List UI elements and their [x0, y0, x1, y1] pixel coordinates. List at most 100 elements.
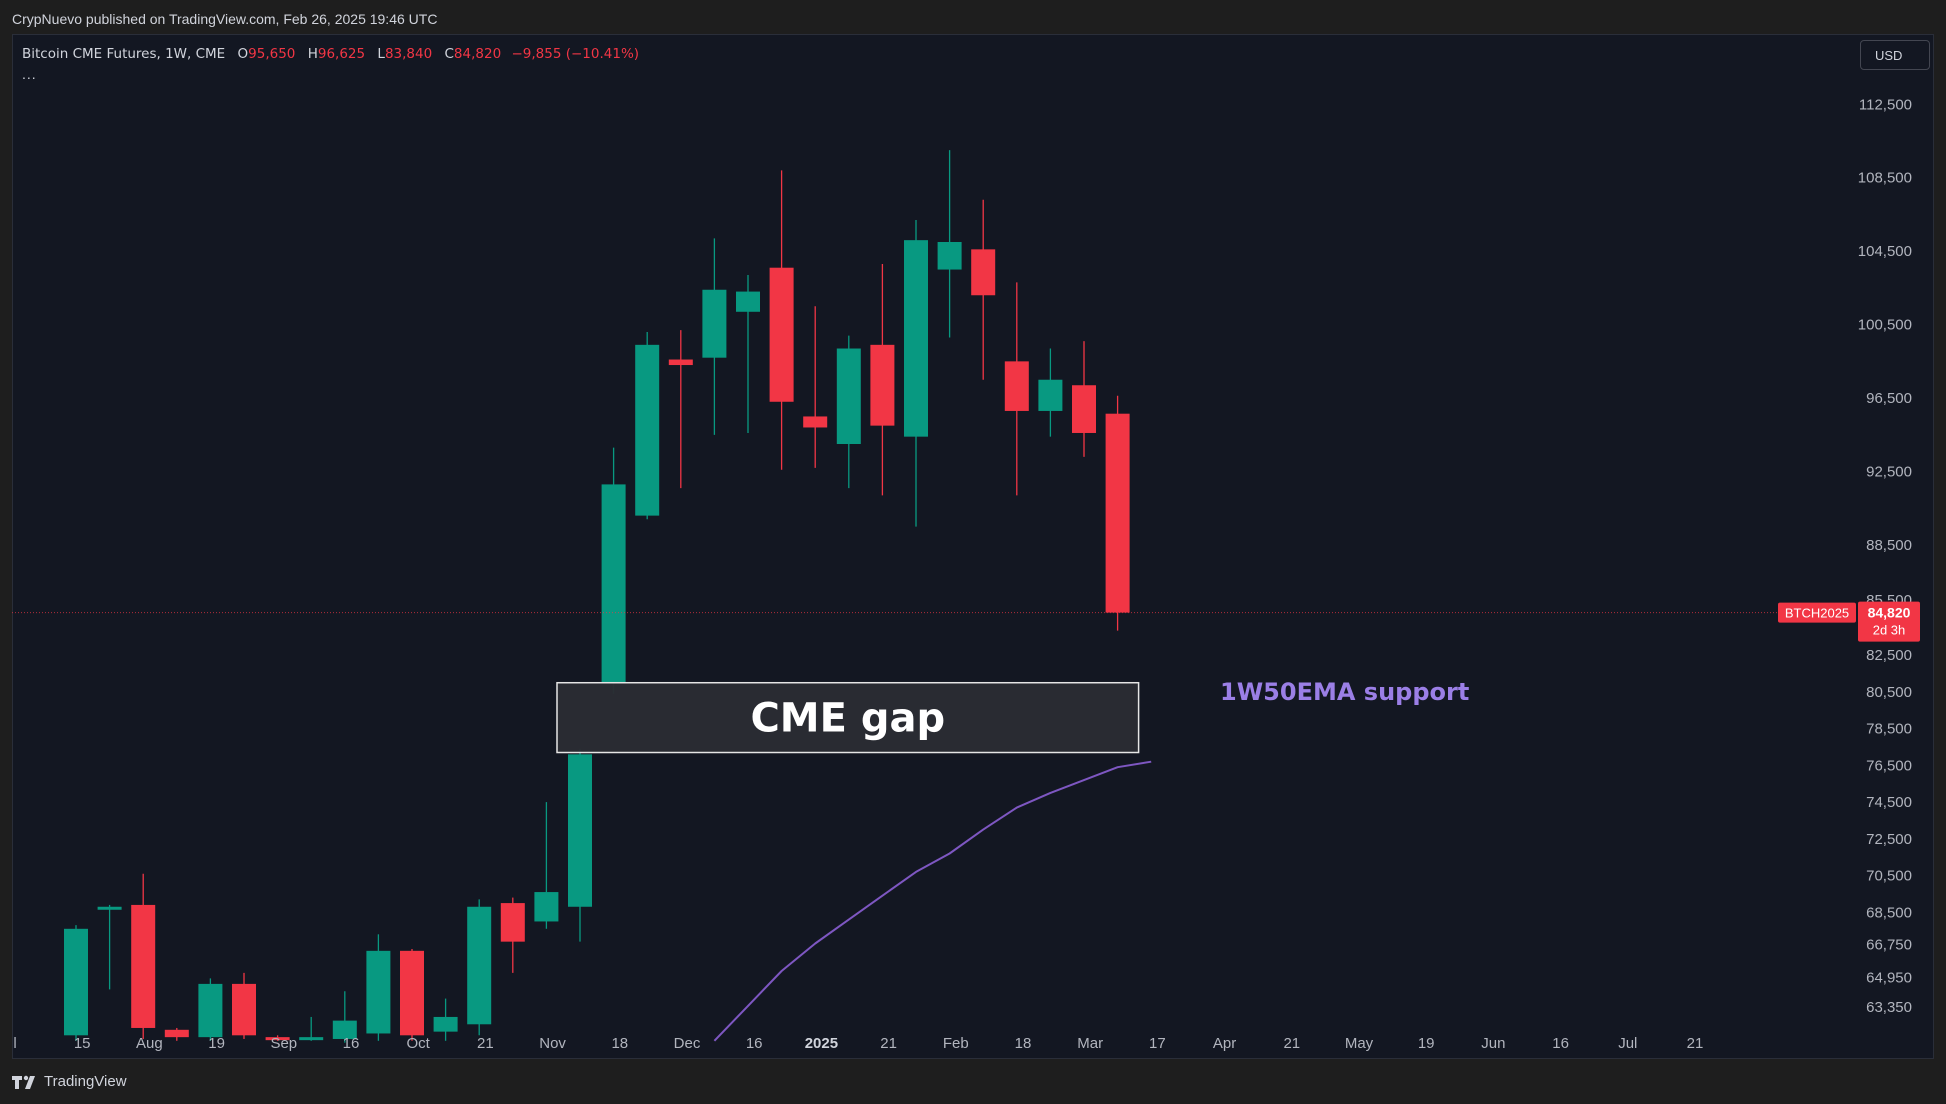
time-tick-label: 16 [343, 1035, 360, 1052]
price-tick-label: 70,500 [1866, 868, 1912, 885]
change-value: −9,855 (−10.41%) [511, 46, 639, 62]
tradingview-brand: TradingView [44, 1073, 127, 1090]
current-price-tag: BTCH2025 84,820 2d 3h [1778, 602, 1920, 642]
price-tick-label: 76,500 [1866, 757, 1912, 774]
candle-body [534, 892, 558, 921]
candle-body [64, 929, 88, 1036]
candle-body [870, 345, 894, 426]
candle [366, 934, 390, 1041]
tradingview-logo-icon [12, 1074, 38, 1090]
candle-body [400, 951, 424, 1035]
candle-body [602, 484, 626, 682]
time-tick-label: 21 [1283, 1035, 1300, 1052]
price-tag-countdown: 2d 3h [1873, 623, 1906, 638]
time-tick-label: Sep [270, 1035, 297, 1052]
time-tick-label: 18 [1015, 1035, 1032, 1052]
candle-body [131, 905, 155, 1028]
candlestick-chart[interactable]: CME gap 1W50EMA support 63,350 64,950 66,750… [0, 0, 1946, 1062]
price-tick-label: 96,500 [1866, 390, 1912, 407]
candle-body [232, 984, 256, 1035]
candle-body [501, 903, 525, 942]
price-tick-label: 72,500 [1866, 831, 1912, 848]
price-tick-label: 68,500 [1866, 904, 1912, 921]
price-tick-label: 104,500 [1858, 243, 1912, 260]
candle-body [803, 416, 827, 427]
time-tick-label: Nov [539, 1035, 566, 1052]
cme-gap-annotation: CME gap [557, 683, 1139, 753]
time-tick-label: 21 [1687, 1035, 1704, 1052]
price-tick-label: 78,500 [1866, 721, 1912, 738]
time-tick-label: 16 [1552, 1035, 1569, 1052]
candle [434, 999, 458, 1041]
price-tick-label: 100,500 [1858, 317, 1912, 334]
candle-body [568, 754, 592, 906]
close-value: 84,820 [454, 46, 501, 62]
candle [870, 264, 894, 495]
candle-body [434, 1017, 458, 1032]
time-tick-label: 2025 [805, 1035, 838, 1052]
time-tick-label: Mar [1077, 1035, 1103, 1052]
candle [98, 905, 122, 989]
time-tick-label: l [13, 1035, 16, 1052]
candle-body [165, 1030, 189, 1037]
high-label: H [308, 46, 318, 62]
price-tick-label: 80,500 [1866, 684, 1912, 701]
time-tick-label: 21 [880, 1035, 897, 1052]
time-tick-label: Aug [136, 1035, 163, 1052]
candle [770, 170, 794, 469]
footer-bar: TradingView [0, 1062, 1946, 1104]
legend-more-button[interactable]: ... [22, 66, 37, 82]
time-tick-label: 16 [746, 1035, 763, 1052]
candle [938, 150, 962, 337]
low-value: 83,840 [385, 46, 432, 62]
candle [1038, 349, 1062, 437]
candle [232, 973, 256, 1039]
candle [568, 749, 592, 942]
price-axis: 63,350 64,950 66,750 68,500 70,500 72,500 74,5… [1858, 96, 1912, 1016]
time-tick-label: 21 [477, 1035, 494, 1052]
candle-body [971, 249, 995, 295]
price-tick-label: 108,500 [1858, 170, 1912, 187]
price-tick-label: 112,500 [1859, 96, 1912, 113]
time-tick-label: 17 [1149, 1035, 1166, 1052]
open-value: 95,650 [248, 46, 295, 62]
candle-body [904, 240, 928, 436]
ema-support-label: 1W50EMA support [1220, 678, 1469, 706]
symbol-tag-label: BTCH2025 [1785, 606, 1849, 621]
plot-area: CME gap 1W50EMA support [12, 150, 1852, 1042]
time-tick-label: 15 [74, 1035, 91, 1052]
candle-body [837, 349, 861, 444]
time-tick-label: 19 [1418, 1035, 1435, 1052]
candle [837, 336, 861, 488]
time-tick-label: Dec [674, 1035, 701, 1052]
candle [702, 238, 726, 434]
candle [534, 802, 558, 929]
candle [971, 200, 995, 380]
candle-body [669, 360, 693, 366]
candle-body [1005, 361, 1029, 411]
symbol-legend: Bitcoin CME Futures, 1W, CME O95,650 H96… [22, 46, 639, 62]
price-tick-label: 63,350 [1866, 999, 1912, 1016]
candle [635, 332, 659, 519]
candle [501, 898, 525, 973]
price-tick-label: 88,500 [1866, 537, 1912, 554]
price-tick-label: 74,500 [1866, 794, 1912, 811]
candle-body [736, 292, 760, 312]
price-tick-label: 82,500 [1866, 647, 1912, 664]
candle-body [770, 268, 794, 402]
candle-body [198, 984, 222, 1037]
candle [803, 306, 827, 468]
candle [669, 330, 693, 488]
symbol-name[interactable]: Bitcoin CME Futures, 1W, CME [22, 46, 225, 62]
tradingview-logo[interactable]: TradingView [12, 1073, 127, 1090]
time-tick-label: Apr [1213, 1035, 1236, 1052]
currency-button[interactable]: USD [1860, 40, 1930, 70]
candle [467, 899, 491, 1035]
time-tick-label: 19 [208, 1035, 225, 1052]
candle-body [366, 951, 390, 1034]
candle [64, 925, 88, 1041]
candle [1106, 396, 1130, 631]
price-tick-label: 92,500 [1866, 464, 1912, 481]
time-tick-label: Oct [407, 1035, 431, 1052]
high-value: 96,625 [318, 46, 365, 62]
